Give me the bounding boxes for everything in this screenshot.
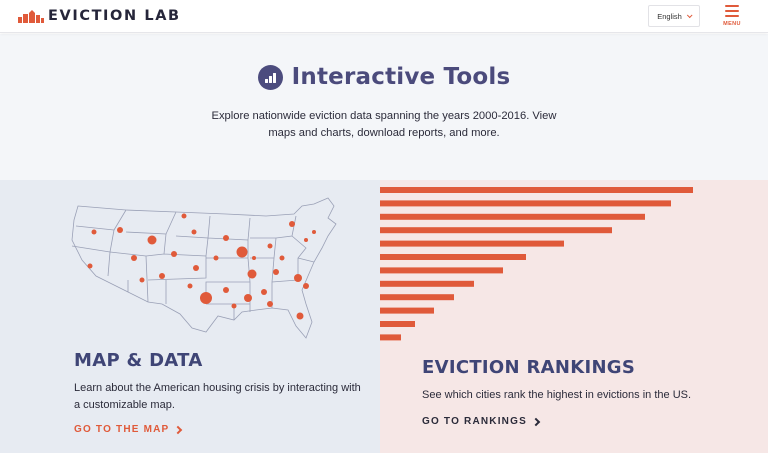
ranking-bar xyxy=(380,280,474,287)
eviction-rankings-description: See which cities rank the highest in evi… xyxy=(422,389,692,401)
map-data-card[interactable]: MAP & DATA Learn about the American hous… xyxy=(0,180,380,453)
chevron-right-icon xyxy=(531,417,541,426)
ranking-bar xyxy=(380,187,693,193)
language-select-value: English xyxy=(657,11,682,21)
site-header: EVICTION LAB English MENU xyxy=(0,0,768,33)
ranking-bar xyxy=(380,321,415,327)
map-data-description: Learn about the American housing crisis … xyxy=(74,382,361,411)
bar-chart-icon xyxy=(257,64,283,90)
hero-section: Interactive Tools Explore nationwide evi… xyxy=(0,34,768,180)
logo-text: EVICTION LAB xyxy=(48,8,181,24)
ranking-bar xyxy=(380,334,401,341)
hero-title-row: Interactive Tools xyxy=(0,64,768,90)
go-to-map-link-label: GO TO THE MAP xyxy=(74,424,170,435)
hamburger-icon xyxy=(725,5,739,8)
eviction-rankings-card[interactable]: EVICTION RANKINGS See which cities rank … xyxy=(380,180,768,453)
menu-label: MENU xyxy=(723,20,741,27)
hero-description: Explore nationwide eviction data spannin… xyxy=(211,110,557,139)
chevron-right-icon xyxy=(174,425,183,434)
ranking-bar xyxy=(380,227,612,234)
rankings-bars-illustration xyxy=(380,187,693,341)
ranking-bar xyxy=(380,267,503,274)
hamburger-icon-bar xyxy=(725,14,739,18)
menu-button[interactable]: MENU xyxy=(720,5,744,27)
eviction-rankings-title: EVICTION RANKINGS xyxy=(422,357,636,378)
eviction-lab-logo[interactable]: EVICTION LAB xyxy=(18,7,181,25)
language-select[interactable]: English xyxy=(648,5,700,27)
go-to-rankings-link[interactable]: GO TO RANKINGS xyxy=(422,416,541,427)
go-to-map-link[interactable]: GO TO THE MAP xyxy=(74,424,183,435)
ranking-bar xyxy=(380,294,454,301)
chevron-down-icon xyxy=(686,12,693,19)
ranking-bar xyxy=(380,200,671,207)
logo-buildings-icon xyxy=(18,10,44,23)
ranking-bar xyxy=(380,254,526,260)
page-title: Interactive Tools xyxy=(291,64,511,90)
map-data-title: MAP & DATA xyxy=(74,350,203,371)
us-map-illustration xyxy=(71,197,337,339)
ranking-bar xyxy=(380,213,645,220)
ranking-bar xyxy=(380,240,564,247)
ranking-bar xyxy=(380,307,434,314)
go-to-rankings-link-label: GO TO RANKINGS xyxy=(422,416,527,427)
hamburger-icon-bar xyxy=(725,9,739,13)
